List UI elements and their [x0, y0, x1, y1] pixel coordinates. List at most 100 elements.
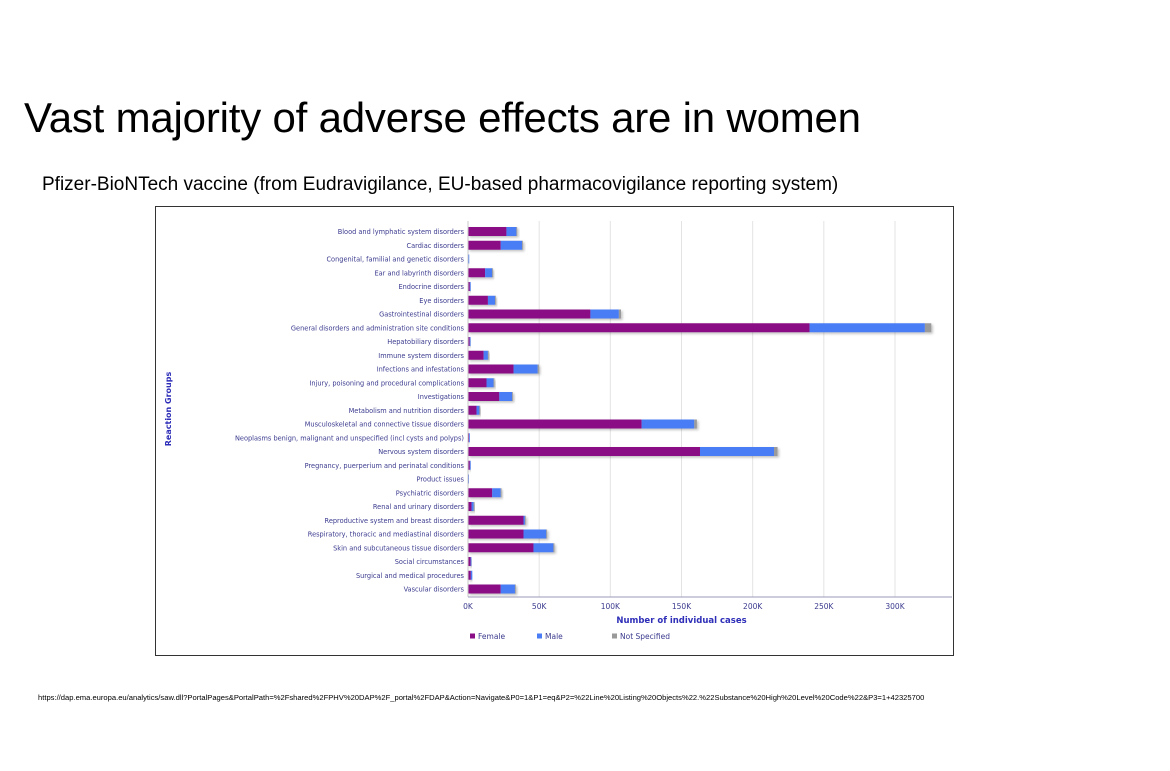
category-label: Social circumstances: [395, 558, 465, 566]
legend-label-male: Male: [545, 632, 563, 641]
bar-stack: [468, 584, 516, 594]
legend: Female Male Not Specified: [470, 632, 670, 641]
bar-stack: [468, 227, 518, 236]
bar-stack: [468, 419, 697, 429]
bar-stack: [468, 570, 473, 580]
bar-male: [700, 447, 775, 456]
x-tick-label: 100K: [601, 602, 621, 611]
bar-stack: [468, 460, 471, 470]
bar-female: [468, 419, 642, 429]
category-label: Renal and urinary disorders: [373, 503, 465, 511]
bar-male: [469, 282, 471, 291]
bar-not-specified: [924, 323, 932, 333]
bar-female: [468, 337, 470, 346]
bar-male: [500, 584, 515, 594]
bar-male: [468, 433, 470, 443]
category-label: Reproductive system and breast disorders: [325, 517, 465, 525]
bar-male: [523, 515, 525, 525]
bar-male: [641, 419, 695, 429]
bar-male: [523, 529, 547, 539]
bar-female: [468, 364, 514, 374]
bar-female: [468, 584, 501, 594]
x-axis-title: Number of individual cases: [616, 616, 746, 626]
bar-not-specified: [546, 529, 548, 539]
bar-female: [468, 392, 500, 401]
bar-not-specified: [694, 419, 697, 429]
category-label: Musculoskeletal and connective tissue di…: [305, 421, 465, 429]
bar-female: [468, 405, 477, 415]
bar-stack: [468, 350, 489, 360]
bar-female: [468, 350, 484, 360]
bar-stack: [468, 543, 555, 553]
bar-male: [471, 502, 474, 511]
bar-not-specified: [479, 405, 481, 415]
category-label: Skin and subcutaneous tissue disorders: [333, 544, 464, 552]
category-label: Blood and lymphatic system disorders: [338, 228, 465, 236]
bar-male: [483, 350, 488, 360]
bar-male: [485, 268, 493, 278]
bar-male: [506, 227, 517, 236]
bar-stack: [468, 378, 495, 388]
bar-not-specified: [524, 515, 526, 525]
bar-male: [500, 240, 523, 250]
category-label: Pregnancy, puerperium and perinatal cond…: [305, 462, 465, 470]
bar-stack: [468, 282, 471, 291]
bar-stack: [468, 447, 778, 456]
bar-female: [468, 515, 524, 525]
category-label: Immune system disorders: [378, 352, 464, 360]
bar-stack: [468, 337, 471, 346]
category-label: Vascular disorders: [404, 586, 465, 594]
legend-swatch-male: [537, 633, 542, 639]
bar-stack: [468, 405, 481, 415]
bar-female: [468, 378, 487, 388]
bar-stack: [468, 557, 472, 566]
bar-stack: [468, 323, 932, 333]
bar-female: [468, 570, 471, 580]
bar-male: [486, 378, 494, 388]
bar-stack: [468, 392, 513, 401]
bar-not-specified: [487, 350, 489, 360]
category-labels: Blood and lymphatic system disorders Card…: [235, 228, 465, 593]
bar-male: [468, 254, 470, 264]
y-axis-title: Reaction Groups: [164, 372, 173, 447]
bar-male: [468, 474, 469, 484]
bar-not-specified: [493, 378, 495, 388]
bar-not-specified: [516, 227, 518, 236]
bar-not-specified: [537, 364, 539, 374]
bar-male: [809, 323, 925, 333]
grid-lines: [538, 221, 896, 597]
reaction-groups-bar-chart: Blood and lymphatic system disorders Card…: [164, 221, 952, 641]
bar-female: [468, 447, 701, 456]
bar-female: [468, 323, 810, 333]
category-label: Endocrine disorders: [398, 283, 464, 291]
bar-stack: [468, 515, 526, 525]
bar-stack: [468, 268, 493, 278]
bar-female: [468, 502, 472, 511]
bar-female: [468, 282, 470, 291]
x-axis: 0K 50K 100K 150K 200K 250K 300K: [463, 221, 952, 611]
bar-male: [469, 460, 471, 470]
category-label: Neoplasms benign, malignant and unspecif…: [235, 434, 464, 442]
bar-stack: [468, 502, 475, 511]
category-label: Metabolism and nutrition disorders: [349, 407, 465, 415]
x-tick-label: 50K: [532, 602, 548, 611]
bar-male: [476, 405, 480, 415]
legend-label-female: Female: [478, 632, 506, 641]
bar-female: [468, 543, 534, 553]
legend-swatch-not-specified: [612, 633, 617, 639]
category-label: Nervous system disorders: [378, 448, 464, 456]
category-label: Ear and labyrinth disorders: [374, 269, 464, 277]
bar-stack: [468, 488, 502, 498]
category-label: Surgical and medical procedures: [356, 572, 465, 580]
bar-not-specified: [492, 268, 493, 278]
bar-male: [513, 364, 538, 374]
bar-male: [499, 392, 513, 401]
slide-title: Vast majority of adverse effects are in …: [24, 94, 861, 141]
bar-not-specified: [514, 584, 516, 594]
bar-female: [468, 309, 591, 319]
bar-not-specified: [618, 309, 622, 319]
category-label: Gastrointestinal disorders: [379, 311, 464, 319]
bar-male: [590, 309, 619, 319]
bar-not-specified: [553, 543, 555, 553]
category-label: Cardiac disorders: [407, 242, 465, 250]
